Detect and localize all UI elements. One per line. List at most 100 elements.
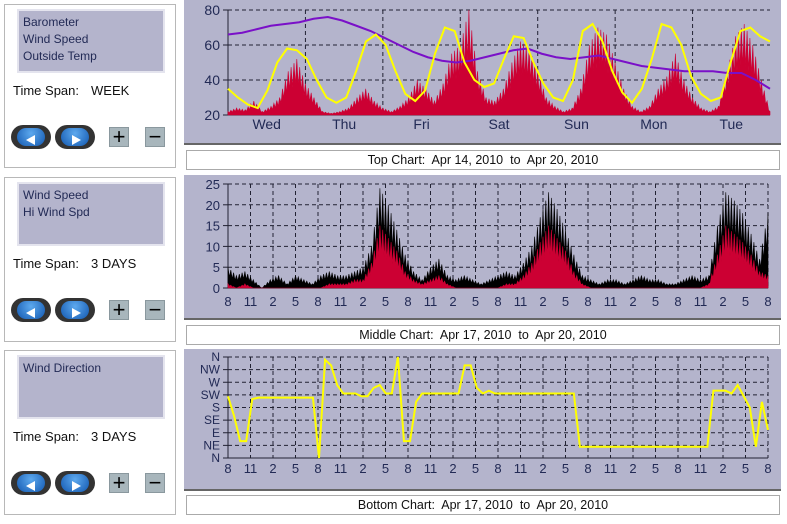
- forward-button[interactable]: [55, 125, 95, 149]
- back-button[interactable]: [11, 298, 51, 322]
- time-span-value: 3 DAYS: [91, 256, 137, 271]
- y-tick-label: 20: [206, 198, 220, 213]
- x-tick-label: 11: [604, 294, 618, 309]
- left-arrow-icon: [17, 474, 45, 492]
- series-item[interactable]: Outside Temp: [23, 49, 97, 63]
- series-item[interactable]: Wind Speed: [23, 32, 89, 46]
- x-tick-label: 2: [269, 461, 276, 476]
- series-item[interactable]: Hi Wind Spd: [23, 205, 90, 219]
- x-tick-label: 2: [359, 294, 366, 309]
- right-arrow-icon: [61, 474, 89, 492]
- x-tick-label: 5: [652, 461, 659, 476]
- x-tick-label: 8: [314, 461, 321, 476]
- forward-button[interactable]: [55, 471, 95, 495]
- x-tick-label: 11: [244, 461, 258, 476]
- x-tick-label: 11: [334, 461, 348, 476]
- zoom-out-button[interactable]: −: [145, 472, 165, 494]
- x-tick-label: 5: [562, 294, 569, 309]
- top-chart-controls: Barometer Wind Speed Outside Temp Time Spa…: [4, 4, 176, 168]
- x-tick-label: 2: [449, 294, 456, 309]
- y-tick-label: SW: [201, 388, 221, 402]
- series-wind-direction: [227, 356, 769, 459]
- series-list[interactable]: Wind Direction: [17, 355, 165, 419]
- series-wind-speed: [227, 9, 771, 116]
- x-tick-label: Tue: [719, 116, 743, 132]
- x-tick-label: 11: [514, 294, 528, 309]
- x-tick-label: 2: [539, 294, 546, 309]
- x-tick-label: 2: [719, 461, 726, 476]
- time-span-value: 3 DAYS: [91, 429, 137, 444]
- x-tick-label: 8: [494, 294, 501, 309]
- x-tick-label: 11: [604, 461, 618, 476]
- series-item[interactable]: Wind Speed: [23, 188, 89, 202]
- forward-button[interactable]: [55, 298, 95, 322]
- x-tick-label: 11: [514, 461, 528, 476]
- y-tick-label: 0: [213, 281, 220, 296]
- zoom-in-button[interactable]: +: [109, 299, 129, 321]
- back-button[interactable]: [11, 471, 51, 495]
- x-tick-label: 8: [494, 461, 501, 476]
- x-tick-label: Fri: [413, 116, 429, 132]
- x-tick-label: 8: [404, 294, 411, 309]
- y-tick-label: 60: [204, 37, 220, 53]
- x-tick-label: Sun: [564, 116, 589, 132]
- caption-until: Apr 20, 2010: [535, 328, 607, 342]
- x-tick-label: 8: [674, 294, 681, 309]
- time-span-label: Time Span:: [13, 83, 79, 98]
- caption-name: Middle Chart:: [359, 328, 434, 342]
- right-arrow-icon: [61, 128, 89, 146]
- x-tick-label: 5: [472, 294, 479, 309]
- y-tick-label: W: [209, 375, 221, 389]
- caption-until: Apr 20, 2010: [526, 153, 599, 167]
- x-tick-label: 2: [359, 461, 366, 476]
- x-tick-label: Wed: [252, 116, 281, 132]
- x-tick-label: 8: [224, 461, 231, 476]
- x-tick-label: 5: [292, 294, 299, 309]
- x-tick-label: 5: [562, 461, 569, 476]
- series-list[interactable]: Barometer Wind Speed Outside Temp: [17, 9, 165, 73]
- x-tick-label: 2: [449, 461, 456, 476]
- time-span-label: Time Span:: [13, 429, 79, 444]
- y-tick-label: S: [212, 401, 220, 415]
- series-item[interactable]: Barometer: [23, 15, 80, 29]
- series-item[interactable]: Wind Direction: [23, 361, 102, 375]
- x-tick-label: Thu: [332, 116, 356, 132]
- caption-until: Apr 20, 2010: [536, 498, 609, 512]
- zoom-in-button[interactable]: +: [109, 126, 129, 148]
- top-chart-caption: Top Chart: Apr 14, 2010 to Apr 20, 2010: [186, 150, 780, 170]
- back-button[interactable]: [11, 125, 51, 149]
- y-tick-label: 25: [206, 177, 220, 192]
- y-tick-label: N: [211, 451, 220, 465]
- x-tick-label: 8: [314, 294, 321, 309]
- caption-from: Apr 17, 2010: [439, 328, 512, 342]
- y-tick-label: NW: [200, 363, 221, 377]
- x-tick-label: 2: [269, 294, 276, 309]
- bottom-chart: N NE E SE S SW W NW N 8 11 2 5 8 11 2 5 8 11 2 5 8 11 2 5 8 11 2 5 8 1…: [184, 349, 781, 491]
- y-tick-label: 40: [204, 72, 220, 88]
- bottom-chart-caption: Bottom Chart: Apr 17, 2010 to Apr 20, 20…: [186, 495, 780, 515]
- x-tick-label: 5: [742, 461, 749, 476]
- x-tick-label: 5: [292, 461, 299, 476]
- time-span: Time Span: 3 DAYS: [13, 429, 136, 444]
- y-tick-label: NE: [203, 438, 220, 452]
- left-arrow-icon: [17, 128, 45, 146]
- x-tick-label: Sat: [488, 116, 509, 132]
- x-tick-label: 5: [382, 461, 389, 476]
- x-tick-label: 8: [674, 461, 681, 476]
- x-tick-label: 8: [584, 461, 591, 476]
- x-tick-label: 8: [404, 461, 411, 476]
- time-span-label: Time Span:: [13, 256, 79, 271]
- middle-chart-caption: Middle Chart: Apr 17, 2010 to Apr 20, 20…: [186, 325, 780, 345]
- y-tick-label: 10: [206, 239, 220, 254]
- middle-chart: 0 5 10 15 20 25 8 11 2 5 8 11 2 5 8 11 2 5 8 11 2 5 8 11 2 5 8 11 2 5…: [184, 175, 781, 320]
- y-tick-label: 5: [213, 260, 220, 275]
- series-barometer: [227, 15, 771, 90]
- zoom-out-button[interactable]: −: [145, 126, 165, 148]
- left-arrow-icon: [17, 301, 45, 319]
- zoom-in-button[interactable]: +: [109, 472, 129, 494]
- series-list[interactable]: Wind Speed Hi Wind Spd: [17, 182, 165, 246]
- caption-from: Apr 14, 2010: [431, 153, 504, 167]
- zoom-out-button[interactable]: −: [145, 299, 165, 321]
